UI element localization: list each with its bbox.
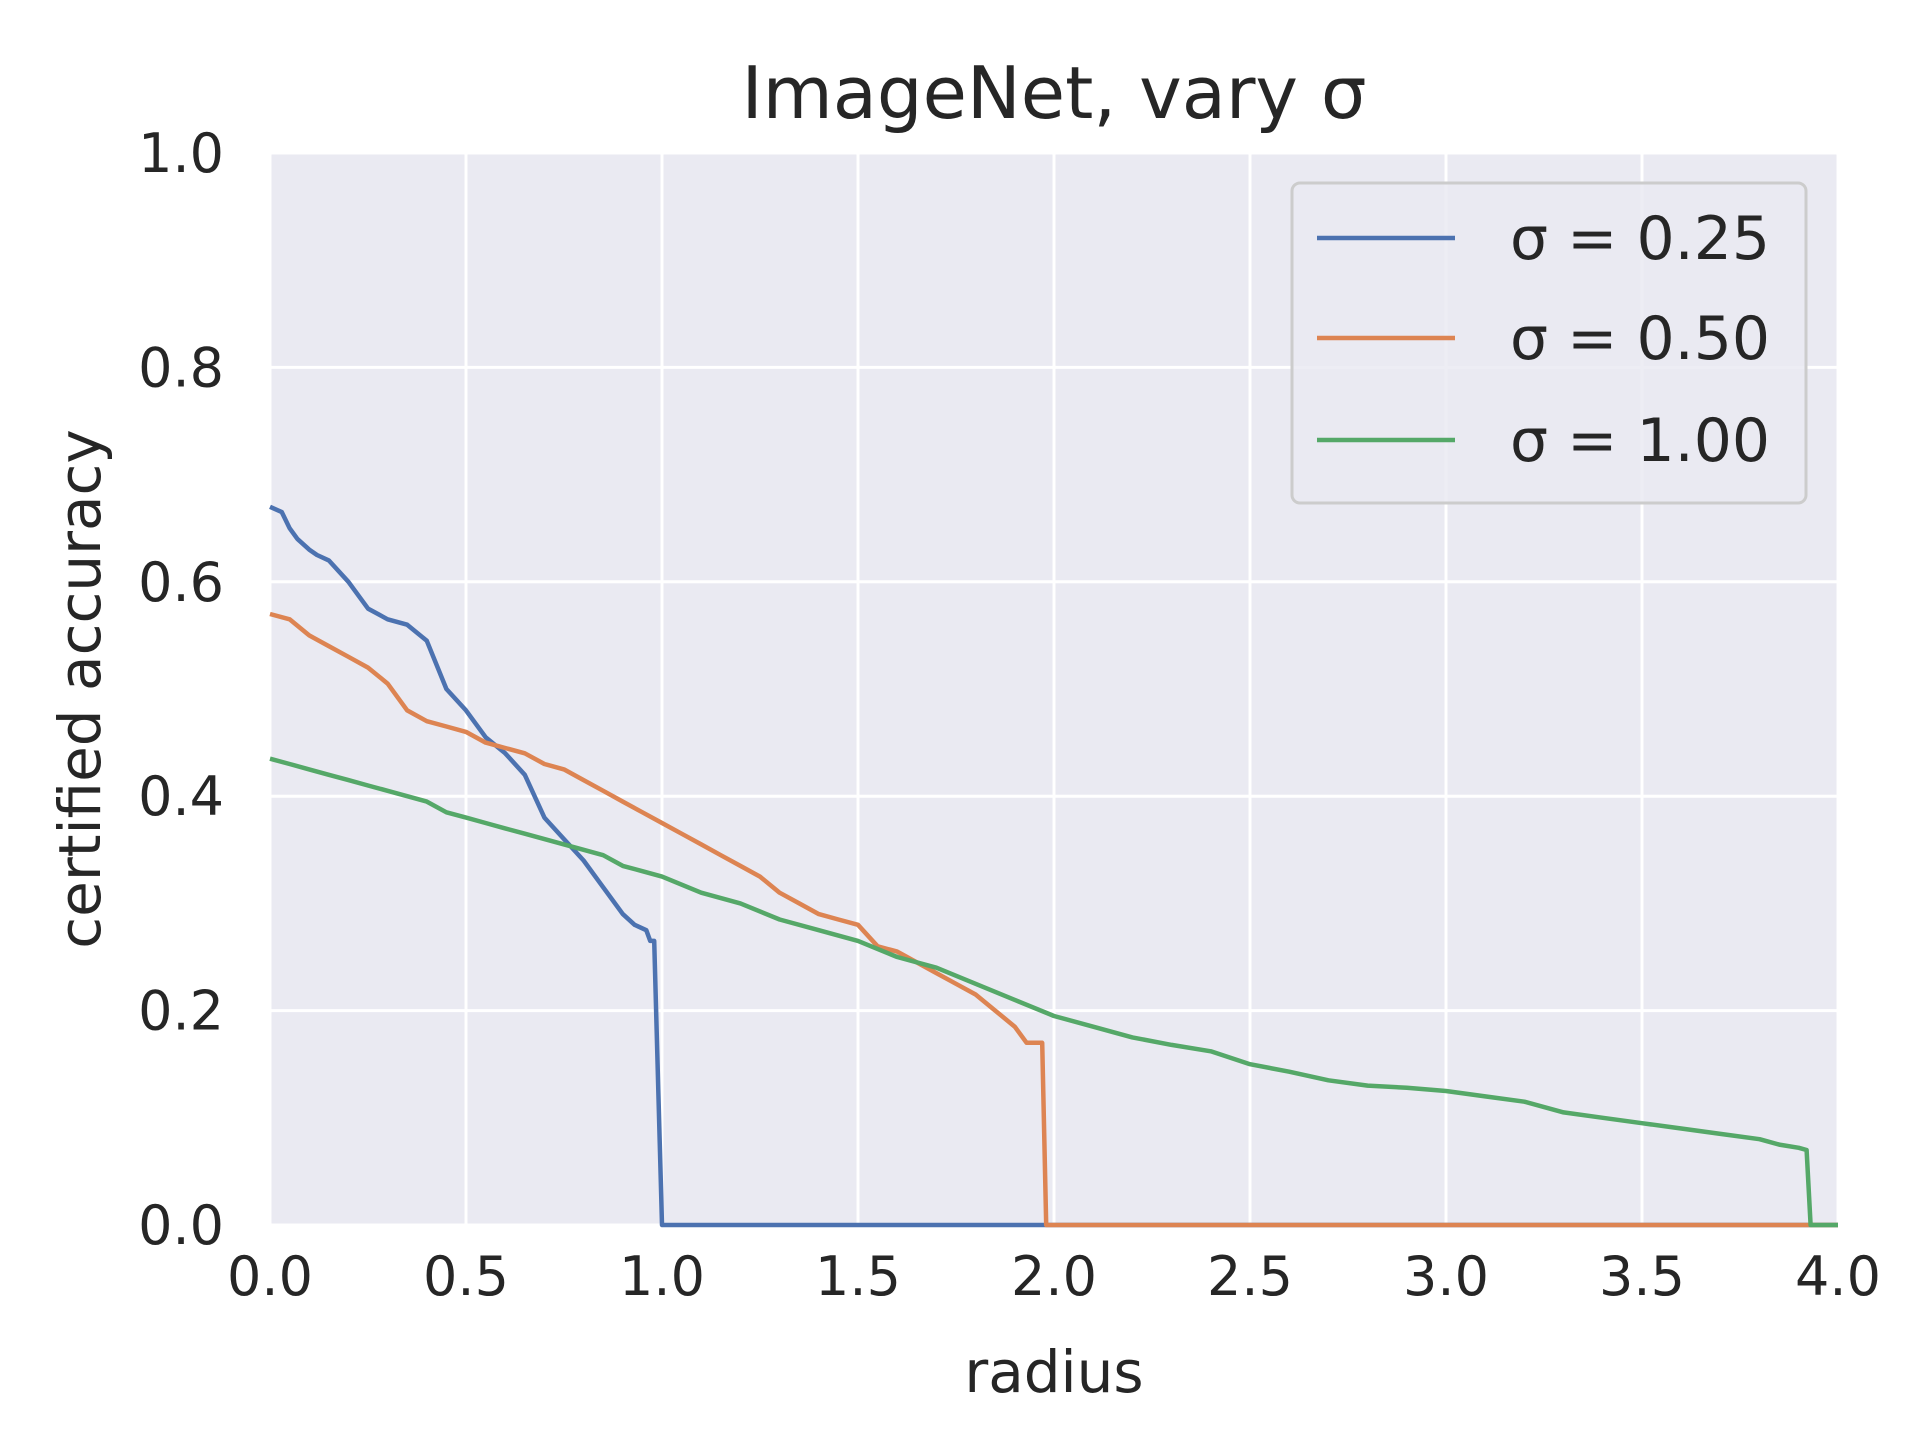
y-tick-label: 1.0 — [138, 122, 224, 185]
x-tick-label: 4.0 — [1795, 1245, 1881, 1308]
x-tick-label: 0.0 — [227, 1245, 313, 1308]
y-axis-ticks: 0.0 0.2 0.4 0.6 0.8 1.0 — [138, 122, 224, 1257]
x-tick-label: 1.0 — [619, 1245, 705, 1308]
series-line-1 — [269, 611, 1838, 1228]
series-group — [269, 504, 1838, 1228]
y-tick-label: 0.8 — [138, 336, 224, 399]
series-line-2 — [269, 756, 1838, 1228]
x-tick-label: 0.5 — [423, 1245, 509, 1308]
y-tick-label: 0.2 — [138, 980, 224, 1043]
x-tick-label: 3.5 — [1599, 1245, 1685, 1308]
legend-box — [1290, 181, 1808, 505]
x-tick-label: 2.5 — [1207, 1245, 1293, 1308]
legend-label-1: σ = 0.50 — [1510, 304, 1770, 374]
legend: σ = 0.25 σ = 0.50 σ = 1.00 — [1290, 181, 1808, 505]
y-tick-label: 0.0 — [138, 1194, 224, 1257]
y-tick-label: 0.6 — [138, 551, 224, 614]
y-tick-label: 0.4 — [138, 765, 224, 828]
chart-title: ImageNet, vary σ — [741, 51, 1366, 135]
x-axis-label: radius — [964, 1338, 1143, 1406]
legend-label-2: σ = 1.00 — [1510, 406, 1770, 476]
x-axis-ticks: 0.0 0.5 1.0 1.5 2.0 2.5 3.0 3.5 4.0 — [227, 1245, 1881, 1308]
series-line-0 — [269, 504, 1838, 1228]
x-tick-label: 1.5 — [815, 1245, 901, 1308]
legend-label-0: σ = 0.25 — [1510, 204, 1770, 274]
x-tick-label: 3.0 — [1403, 1245, 1489, 1308]
x-tick-label: 2.0 — [1011, 1245, 1097, 1308]
y-axis-label: certified accuracy — [46, 429, 114, 948]
